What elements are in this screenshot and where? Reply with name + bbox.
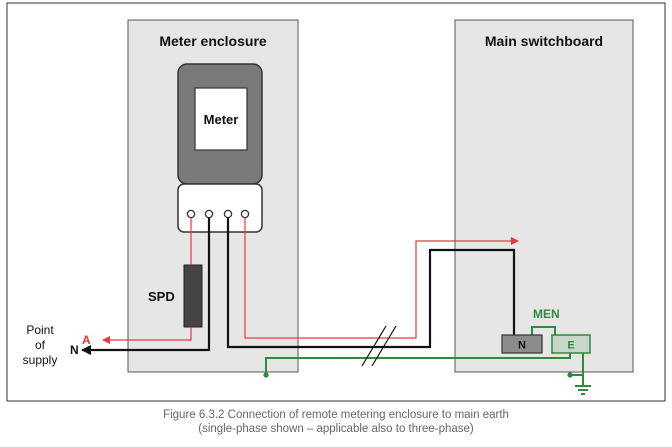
spd-device [183, 264, 203, 328]
earth-bar [551, 334, 591, 354]
earth-bar-label: E [567, 340, 574, 352]
earth-ground-icon [575, 385, 591, 395]
meter-terminal-2 [204, 209, 214, 219]
men-label: MEN [533, 307, 560, 321]
point-of-supply-line-1: Point [26, 323, 54, 337]
neutral-wire-to-supply [81, 218, 211, 355]
figure-frame [6, 2, 666, 402]
meter-terminal-4 [240, 209, 250, 219]
cable-break-mark-left [361, 325, 387, 367]
meter-label: Meter [204, 112, 239, 127]
neutral-label: N [70, 343, 79, 357]
meter-terminal-block [177, 183, 263, 233]
earth-junction-switchboard [567, 372, 573, 378]
active-wire-to-supply [102, 327, 192, 344]
meter-terminal-3 [223, 209, 233, 219]
earth-wire [265, 353, 571, 375]
main-switchboard-title: Main switchboard [485, 33, 603, 49]
active-wire-to-switchboard [244, 218, 519, 339]
cable-break-mark-right [371, 325, 397, 367]
point-of-supply-line-2: of [35, 338, 46, 352]
neutral-wire-to-switchboard [226, 218, 516, 349]
figure-caption-line-1: Figure 6.3.2 Connection of remote meteri… [163, 409, 509, 421]
meter-enclosure-title: Meter enclosure [159, 33, 267, 49]
neutral-link [501, 334, 543, 354]
point-of-supply-label: Point of supply [23, 323, 58, 367]
active-label: A [82, 333, 91, 347]
spd-label: SPD [148, 289, 175, 304]
men-link [531, 326, 556, 335]
earth-junction-meter [263, 372, 269, 378]
main-switchboard [454, 19, 634, 373]
point-of-supply-line-3: supply [23, 353, 58, 367]
figure-caption-line-2: (single-phase shown – applicable also to… [198, 423, 474, 435]
neutral-link-label: N [518, 340, 526, 352]
meter-display [194, 87, 248, 151]
figure-caption: Figure 6.3.2 Connection of remote meteri… [0, 408, 672, 436]
meter-terminal-1 [186, 209, 196, 219]
